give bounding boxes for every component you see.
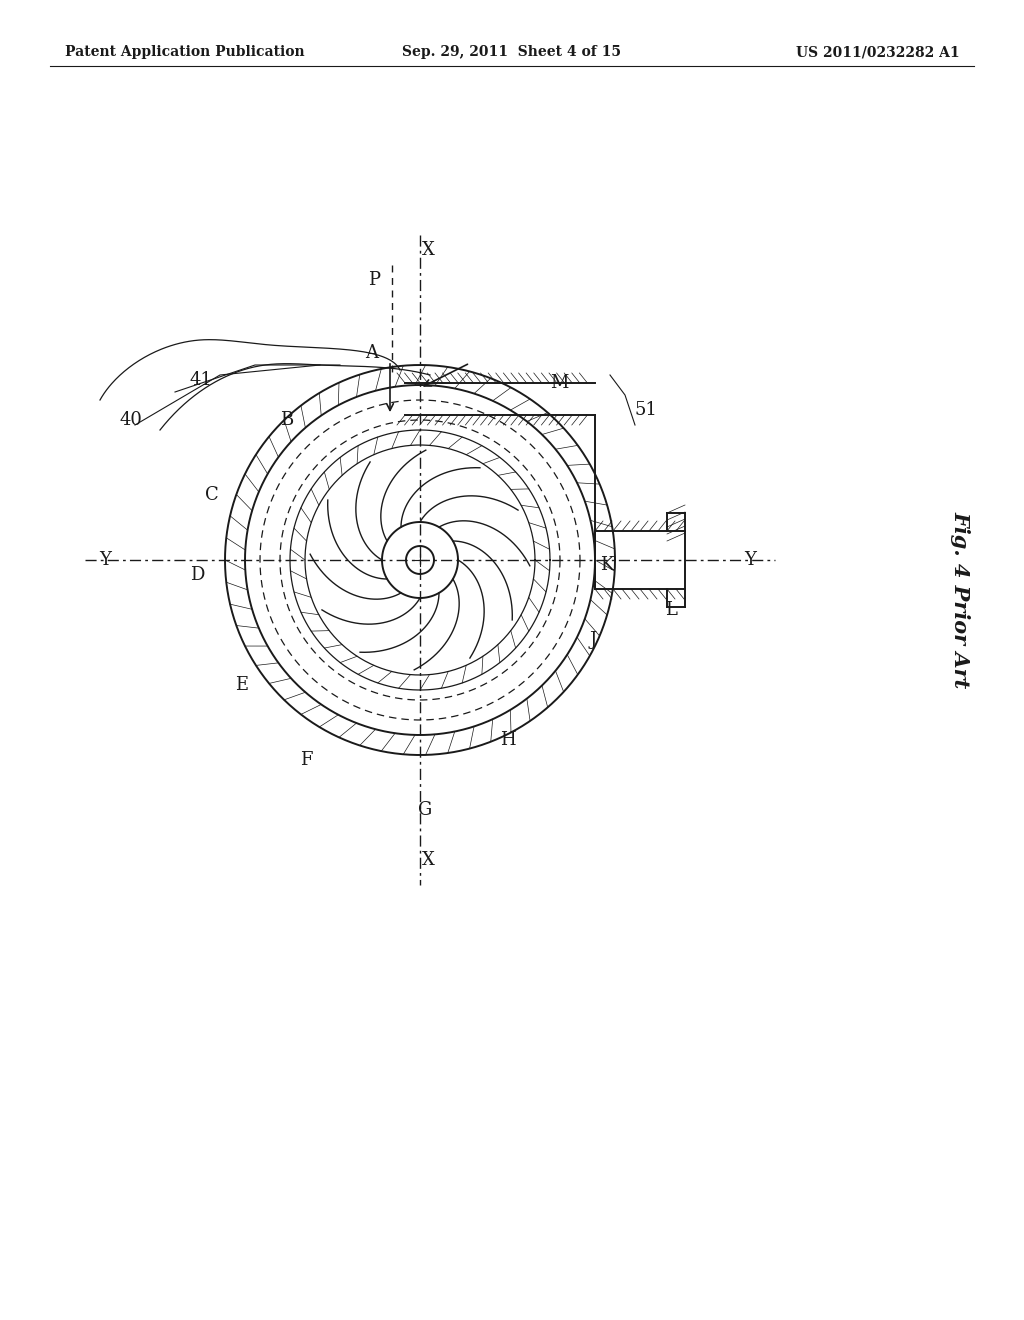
Text: X: X [422, 242, 434, 259]
Text: Y: Y [99, 550, 111, 569]
Text: L: L [665, 601, 677, 619]
Text: J: J [590, 631, 597, 649]
Text: F: F [300, 751, 312, 770]
Text: C: C [205, 486, 219, 504]
Text: B: B [280, 411, 293, 429]
Text: 40: 40 [120, 411, 143, 429]
Text: D: D [190, 566, 205, 583]
Text: M: M [550, 374, 568, 392]
Text: Sep. 29, 2011  Sheet 4 of 15: Sep. 29, 2011 Sheet 4 of 15 [402, 45, 622, 59]
Text: Fig. 4 Prior Art: Fig. 4 Prior Art [950, 511, 970, 689]
Text: P: P [368, 271, 380, 289]
Text: G: G [418, 801, 432, 818]
Text: X: X [422, 851, 434, 869]
Text: K: K [600, 556, 613, 574]
Text: US 2011/0232282 A1: US 2011/0232282 A1 [797, 45, 961, 59]
Text: E: E [234, 676, 248, 694]
Text: Y: Y [744, 550, 756, 569]
Text: H: H [500, 731, 516, 748]
Text: 41: 41 [190, 371, 213, 389]
Text: Patent Application Publication: Patent Application Publication [65, 45, 304, 59]
Text: A: A [365, 345, 378, 362]
Text: 51: 51 [635, 401, 657, 418]
